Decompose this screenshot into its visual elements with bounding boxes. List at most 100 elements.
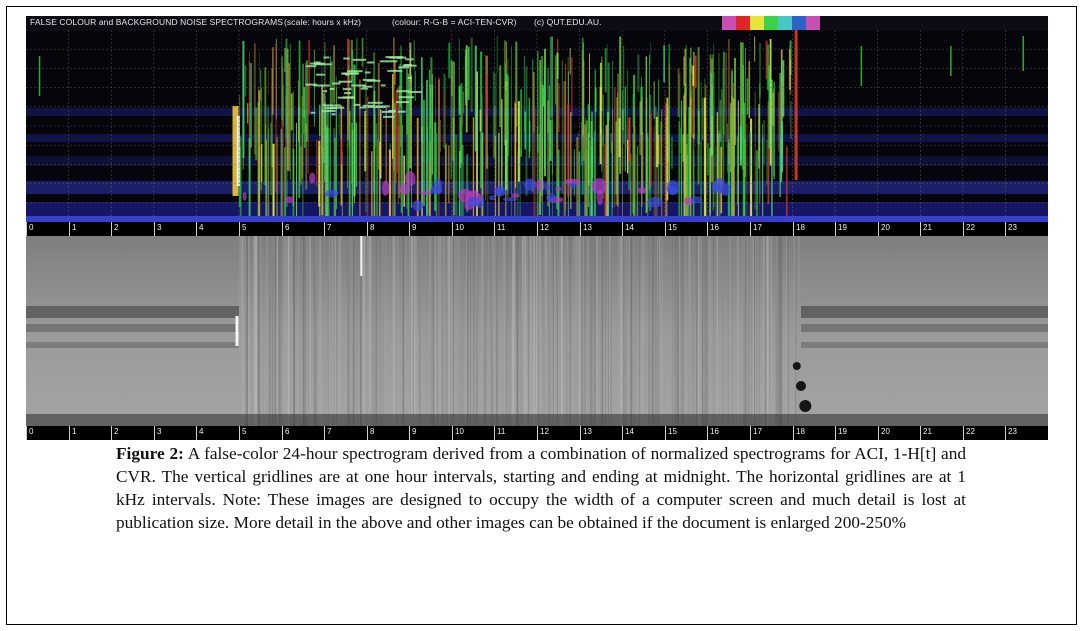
gray-texture-streak bbox=[349, 236, 351, 426]
fc-activity-streak bbox=[703, 97, 707, 216]
hour-tick bbox=[920, 426, 921, 440]
hour-tick bbox=[580, 426, 581, 440]
gray-texture-streak bbox=[654, 236, 656, 426]
fc-activity-streak bbox=[465, 45, 468, 133]
fc-activity-streak bbox=[686, 144, 688, 216]
legend-swatch-3 bbox=[764, 16, 778, 30]
gray-texture-streak bbox=[513, 236, 515, 426]
gray-texture-streak bbox=[596, 236, 598, 426]
hour-tick bbox=[26, 222, 27, 236]
fc-activity-streak bbox=[285, 112, 288, 207]
fc-activity-streak bbox=[350, 39, 353, 82]
gray-texture-streak bbox=[246, 236, 248, 426]
gray-bright-mark bbox=[360, 236, 363, 276]
gray-texture-streak bbox=[656, 236, 659, 426]
fc-activity-streak bbox=[319, 104, 321, 136]
fc-activity-streak bbox=[683, 56, 685, 86]
gray-texture-streak bbox=[676, 236, 679, 426]
fc-activity-streak bbox=[585, 120, 588, 216]
fc-activity-streak bbox=[647, 132, 649, 216]
gray-texture-streak bbox=[338, 236, 340, 426]
fc-activity-streak bbox=[697, 47, 700, 185]
gray-night-band bbox=[801, 324, 1048, 332]
fc-call-trace bbox=[343, 57, 350, 60]
fc-activity-streak bbox=[724, 49, 726, 113]
fc-activity-streak bbox=[333, 45, 335, 104]
fc-activity-streak bbox=[302, 63, 304, 135]
fc-activity-streak bbox=[688, 107, 690, 216]
gray-texture-streak bbox=[505, 236, 507, 426]
fc-call-trace bbox=[306, 65, 317, 68]
gray-texture-streak bbox=[609, 236, 611, 426]
gray-texture-streak bbox=[547, 236, 550, 426]
fc-activity-streak bbox=[769, 39, 772, 166]
fc-activity-streak bbox=[406, 89, 408, 209]
gray-texture-streak bbox=[319, 236, 321, 426]
fc-activity-streak bbox=[720, 89, 723, 157]
fc-activity-streak bbox=[264, 67, 267, 186]
fc-call-trace bbox=[367, 61, 375, 64]
gray-texture-streak bbox=[579, 236, 581, 426]
hour-tick bbox=[69, 222, 70, 236]
gray-texture-streak bbox=[682, 236, 684, 426]
fc-activity-streak bbox=[542, 85, 545, 107]
gray-texture-streak bbox=[418, 236, 421, 426]
gray-texture-streak bbox=[650, 236, 652, 426]
gray-texture-streak bbox=[600, 236, 602, 426]
fc-noise-blob bbox=[325, 189, 339, 198]
gray-texture-streak bbox=[597, 236, 599, 426]
fc-activity-streak bbox=[692, 65, 695, 86]
fc-activity-streak bbox=[492, 72, 495, 159]
gray-texture-streak bbox=[623, 236, 626, 426]
fc-activity-streak bbox=[495, 73, 497, 182]
fc-activity-streak bbox=[536, 126, 539, 216]
gray-texture-streak bbox=[765, 236, 767, 426]
gray-texture-streak bbox=[620, 236, 623, 426]
legend-swatch-2 bbox=[750, 16, 764, 30]
gray-texture-streak bbox=[425, 236, 427, 426]
gray-texture-streak bbox=[442, 236, 444, 426]
gray-texture-streak bbox=[581, 236, 583, 426]
fc-activity-streak bbox=[682, 134, 684, 162]
fc-activity-streak bbox=[270, 122, 272, 196]
fc-activity-streak bbox=[768, 65, 771, 149]
gray-texture-streak bbox=[512, 236, 514, 426]
gray-texture-streak bbox=[527, 236, 529, 426]
fc-activity-streak bbox=[348, 111, 351, 216]
gray-texture-streak bbox=[751, 236, 752, 426]
fc-activity-streak bbox=[773, 81, 775, 180]
gray-texture-streak bbox=[446, 236, 449, 426]
fc-activity-streak bbox=[632, 133, 635, 214]
gray-texture-streak bbox=[707, 236, 709, 426]
fc-activity-streak bbox=[790, 101, 792, 139]
fc-activity-streak bbox=[611, 141, 613, 216]
gray-texture-streak bbox=[715, 236, 717, 426]
fc-activity-streak bbox=[494, 105, 496, 157]
gray-texture-streak bbox=[701, 236, 703, 426]
fc-activity-streak bbox=[782, 60, 785, 117]
hour-tick-label: 9 bbox=[412, 223, 417, 232]
gray-texture-streak bbox=[692, 236, 694, 426]
fc-activity-streak bbox=[577, 132, 579, 216]
fc-activity-streak bbox=[627, 139, 629, 174]
fc-activity-streak bbox=[589, 53, 590, 138]
fc-call-trace bbox=[351, 84, 367, 87]
fc-activity-streak bbox=[255, 107, 258, 161]
hour-tick bbox=[665, 222, 666, 236]
fc-activity-streak bbox=[750, 118, 753, 216]
fc-activity-streak bbox=[260, 144, 263, 182]
hour-tick-label: 8 bbox=[370, 223, 375, 232]
hour-tick-label: 4 bbox=[199, 427, 204, 436]
gray-texture-streak bbox=[396, 236, 399, 426]
gray-texture-streak bbox=[526, 236, 528, 426]
gray-texture-streak bbox=[674, 236, 676, 426]
fc-activity-streak bbox=[765, 40, 768, 80]
gray-texture-streak bbox=[648, 236, 650, 426]
gray-texture-streak bbox=[438, 236, 440, 426]
gray-texture-streak bbox=[440, 236, 442, 426]
gray-texture-streak bbox=[380, 236, 381, 426]
hour-tick-label: 22 bbox=[966, 427, 975, 436]
fc-activity-streak bbox=[739, 126, 742, 166]
gray-texture-streak bbox=[574, 236, 576, 426]
fc-activity-streak bbox=[668, 43, 671, 188]
